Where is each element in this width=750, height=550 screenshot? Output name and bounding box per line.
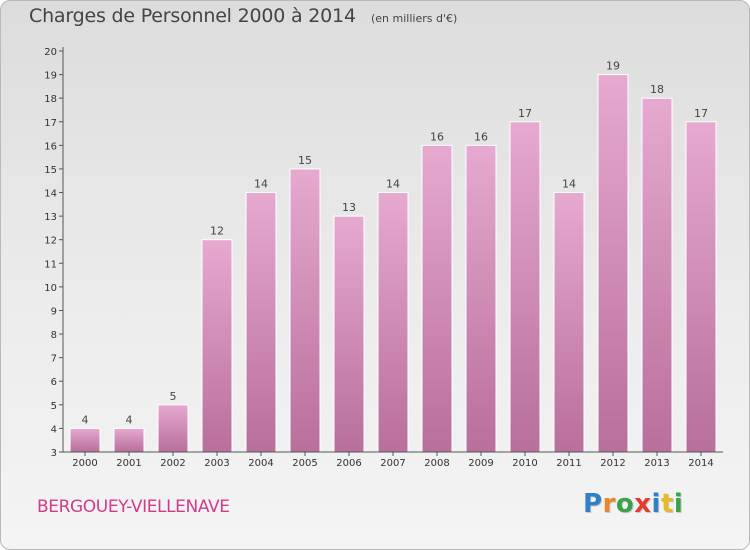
axes-layer: 2000 2001 2002 2003 2004 2005 2006 2007 2008 2009… xyxy=(44,47,723,469)
data-label-2004: 14 xyxy=(254,178,268,191)
bar-2005 xyxy=(289,168,321,453)
x-tick-label-2011: 2011 xyxy=(556,458,581,469)
bar-2011 xyxy=(553,192,585,453)
logo-letter: i xyxy=(651,489,661,519)
x-tick-label-2004: 2004 xyxy=(248,458,273,469)
data-label-2001: 4 xyxy=(126,413,133,426)
y-tick-label-14: 14 xyxy=(44,189,57,200)
data-label-2013: 18 xyxy=(650,83,664,96)
x-tick-label-2002: 2002 xyxy=(160,458,185,469)
x-tick-label-2014: 2014 xyxy=(688,458,713,469)
x-tick-label-2006: 2006 xyxy=(336,458,361,469)
y-tick-label-20: 20 xyxy=(44,47,57,58)
x-tick-label-2013: 2013 xyxy=(644,458,669,469)
chart-title: Charges de Personnel 2000 à 2014 xyxy=(29,5,356,27)
town-name: BERGOUEY-VIELLENAVE xyxy=(37,497,230,517)
bar-2006 xyxy=(333,215,365,453)
bar-2007 xyxy=(377,192,409,453)
y-tick-label-19: 19 xyxy=(44,71,57,82)
x-tick-label-2003: 2003 xyxy=(204,458,229,469)
logo-letter: x xyxy=(634,489,652,519)
x-tick-label-2009: 2009 xyxy=(468,458,493,469)
data-label-2002: 5 xyxy=(170,390,177,403)
data-label-2012: 19 xyxy=(606,60,620,73)
y-tick-label-12: 12 xyxy=(44,236,57,247)
bar-2014 xyxy=(685,121,717,453)
y-tick-label-9: 9 xyxy=(51,306,57,317)
x-tick-label-2005: 2005 xyxy=(292,458,317,469)
x-tick-label-2012: 2012 xyxy=(600,458,625,469)
y-tick-label-7: 7 xyxy=(51,354,57,365)
y-tick-label-4: 4 xyxy=(51,424,57,435)
x-tick-label-2010: 2010 xyxy=(512,458,537,469)
y-tick-label-10: 10 xyxy=(44,283,57,294)
data-label-2007: 14 xyxy=(386,178,400,191)
logo-letter: r xyxy=(602,489,616,519)
chart-subtitle: (en milliers d'€) xyxy=(371,12,458,25)
x-tick-label-2008: 2008 xyxy=(424,458,449,469)
bar-2001 xyxy=(113,427,145,453)
x-tick-label-2007: 2007 xyxy=(380,458,405,469)
bar-2010 xyxy=(509,121,541,453)
logo-letter: i xyxy=(673,489,684,519)
y-tick-label-11: 11 xyxy=(44,259,57,270)
y-tick-label-6: 6 xyxy=(51,377,57,388)
bar-2013 xyxy=(641,97,673,453)
logo-letter: t xyxy=(660,489,674,519)
y-tick-label-18: 18 xyxy=(44,94,57,105)
data-label-2003: 12 xyxy=(210,225,224,238)
x-tick-label-2000: 2000 xyxy=(72,458,97,469)
data-label-2006: 13 xyxy=(342,201,356,214)
data-label-2009: 16 xyxy=(474,130,488,143)
y-tick-label-17: 17 xyxy=(44,118,57,129)
y-tick-label-13: 13 xyxy=(44,212,57,223)
bar-2000 xyxy=(69,427,101,453)
y-tick-label-3: 3 xyxy=(51,448,57,459)
data-label-2010: 17 xyxy=(518,107,532,120)
x-tick-label-2001: 2001 xyxy=(116,458,141,469)
bar-2012 xyxy=(597,74,629,453)
bar-2009 xyxy=(465,144,497,453)
y-tick-label-16: 16 xyxy=(44,141,57,152)
logo-letter: o xyxy=(615,489,635,519)
proxiti-logo: Proxiti xyxy=(583,489,683,519)
bar-2008 xyxy=(421,144,453,453)
data-label-2011: 14 xyxy=(562,178,576,191)
y-tick-label-15: 15 xyxy=(44,165,57,176)
data-label-2014: 17 xyxy=(694,107,708,120)
bar-2002 xyxy=(157,404,189,453)
bars-layer: 4 4 5 12 14 15 13 14 16 16 17 14 19 18 17 xyxy=(69,60,717,453)
bar-2003 xyxy=(201,239,233,453)
data-label-2005: 15 xyxy=(298,154,312,167)
bar-2004 xyxy=(245,192,277,453)
logo-letter: P xyxy=(583,489,603,519)
data-label-2008: 16 xyxy=(430,130,444,143)
data-label-2000: 4 xyxy=(82,413,89,426)
y-tick-label-5: 5 xyxy=(51,401,57,412)
y-tick-label-8: 8 xyxy=(51,330,57,341)
